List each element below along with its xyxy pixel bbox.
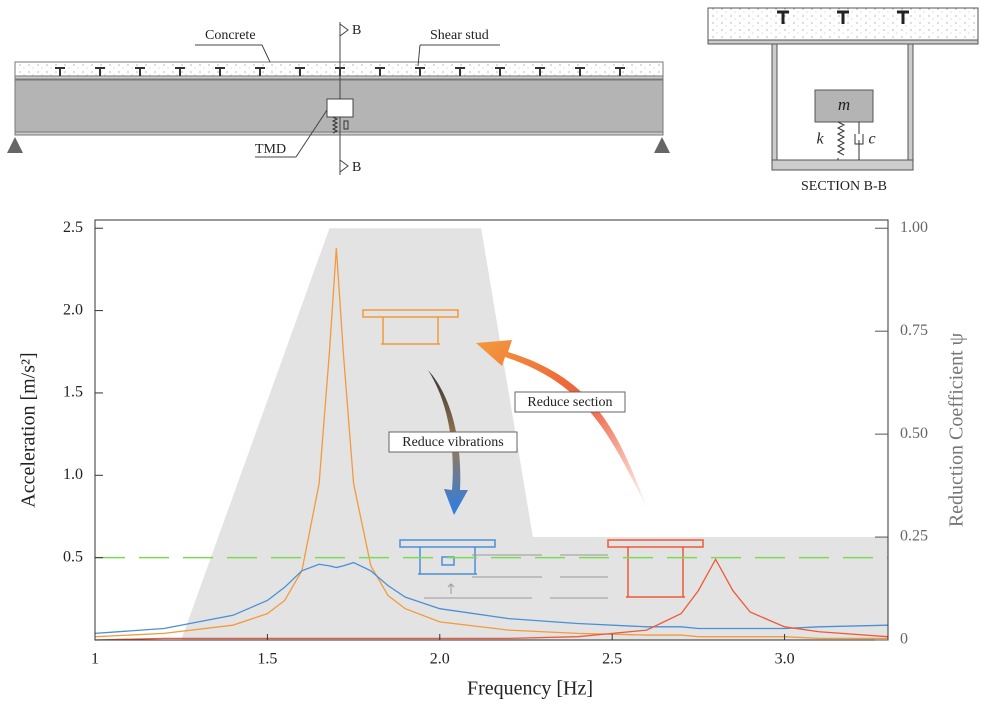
label: m — [838, 95, 850, 114]
label: B — [352, 160, 361, 175]
label: TMD — [255, 142, 286, 157]
annotation: Reduce vibrations — [402, 435, 503, 450]
x-axis-label: Frequency [Hz] — [467, 678, 593, 700]
label: SECTION B-B — [801, 179, 887, 194]
y-tick-label: 1.5 — [63, 384, 83, 401]
x-tick-label: 2.5 — [602, 651, 622, 668]
plot: Reduce section Reduce vibrations — [95, 220, 888, 640]
y-axis-label: Acceleration [m/s²] — [18, 352, 40, 507]
y-tick-label: 2.0 — [63, 301, 83, 318]
cross-section — [708, 8, 978, 170]
label: Shear stud — [430, 28, 489, 43]
label: Concrete — [205, 28, 256, 43]
label: B — [352, 23, 361, 38]
y2-tick-label: 1.00 — [900, 219, 928, 236]
y2-tick-label: 0 — [900, 631, 908, 648]
y-tick-label: 0.5 — [63, 548, 83, 565]
x-tick-label: 3.0 — [775, 651, 795, 668]
figure: Concrete Shear stud B B TMD m k c SECTIO… — [0, 0, 981, 705]
y2-tick-label: 0.50 — [900, 425, 928, 442]
x-tick-label: 2.0 — [430, 651, 450, 668]
y2-axis-label: Reduction Coefficient ψ — [946, 332, 968, 527]
y2-tick-label: 0.75 — [900, 322, 928, 339]
annotation: Reduce section — [527, 395, 612, 410]
y-tick-label: 2.5 — [63, 219, 83, 236]
reduction-area — [181, 228, 888, 640]
x-tick-label: 1 — [91, 651, 99, 668]
label: c — [868, 131, 875, 148]
beam-elevation — [7, 22, 670, 175]
y2-tick-label: 0.25 — [900, 528, 928, 545]
label: k — [816, 131, 824, 148]
page: {"diagram": {"concrete": "Concrete", "sh… — [0, 0, 981, 705]
y-tick-label: 1.0 — [63, 466, 83, 483]
x-tick-label: 1.5 — [257, 651, 277, 668]
